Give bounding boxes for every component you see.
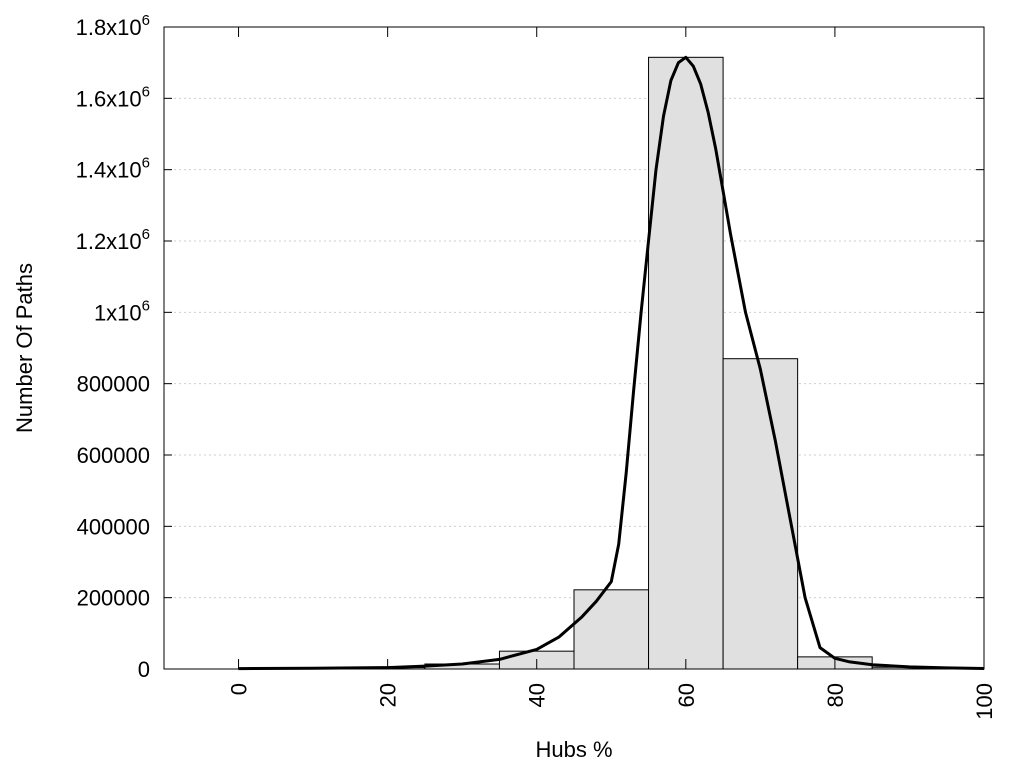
y-axis-ticks: 02000004000006000008000001x1061.2x1061.4… [76, 12, 984, 682]
histogram-bar [573, 589, 650, 670]
y-tick-label: 400000 [77, 514, 150, 539]
gridlines [164, 26, 984, 599]
y-tick-label: 600000 [77, 443, 150, 468]
histogram-bar [722, 358, 799, 670]
y-tick-label: 1.4x106 [76, 155, 150, 183]
x-tick-label: 60 [674, 683, 699, 707]
x-tick-label: 40 [525, 683, 550, 707]
y-axis-title: Number Of Paths [12, 263, 37, 433]
y-tick-label-base: 0 [138, 657, 150, 682]
density-curve [238, 55, 985, 671]
y-tick-label-exponent: 6 [142, 155, 150, 172]
x-tick-label: 80 [823, 683, 848, 707]
y-tick-label-base: 400000 [77, 514, 150, 539]
y-tick-label-exponent: 6 [142, 83, 150, 100]
y-tick-label-base: 1.4x10 [76, 158, 142, 183]
density-curve-line [238, 55, 985, 671]
x-axis-title: Hubs % [535, 737, 612, 762]
y-tick-label: 1.8x106 [76, 12, 150, 40]
y-tick-label-base: 800000 [77, 372, 150, 397]
y-tick-label: 800000 [77, 372, 150, 397]
y-tick-label-base: 1.2x10 [76, 229, 142, 254]
y-tick-label: 1.2x106 [76, 226, 150, 254]
x-tick-label: 0 [227, 683, 252, 695]
y-tick-label-base: 1.8x10 [76, 15, 142, 40]
y-tick-label-exponent: 6 [142, 226, 150, 243]
y-tick-label-base: 200000 [77, 586, 150, 611]
y-tick-label-base: 1x10 [94, 300, 142, 325]
x-axis-ticks: 0 20 40 60 80 100 [227, 27, 997, 720]
x-tick-label: 100 [972, 683, 997, 720]
y-tick-label-exponent: 6 [142, 297, 150, 314]
y-tick-label: 1.6x106 [76, 83, 150, 111]
y-tick-label-base: 600000 [77, 443, 150, 468]
x-tick-label: 20 [376, 683, 401, 707]
y-tick-label-exponent: 6 [142, 12, 150, 29]
y-tick-label: 0 [138, 657, 150, 682]
y-tick-label-base: 1.6x10 [76, 86, 142, 111]
plot-frame [163, 26, 985, 670]
y-tick-label: 200000 [77, 586, 150, 611]
y-tick-label: 1x106 [94, 297, 150, 325]
